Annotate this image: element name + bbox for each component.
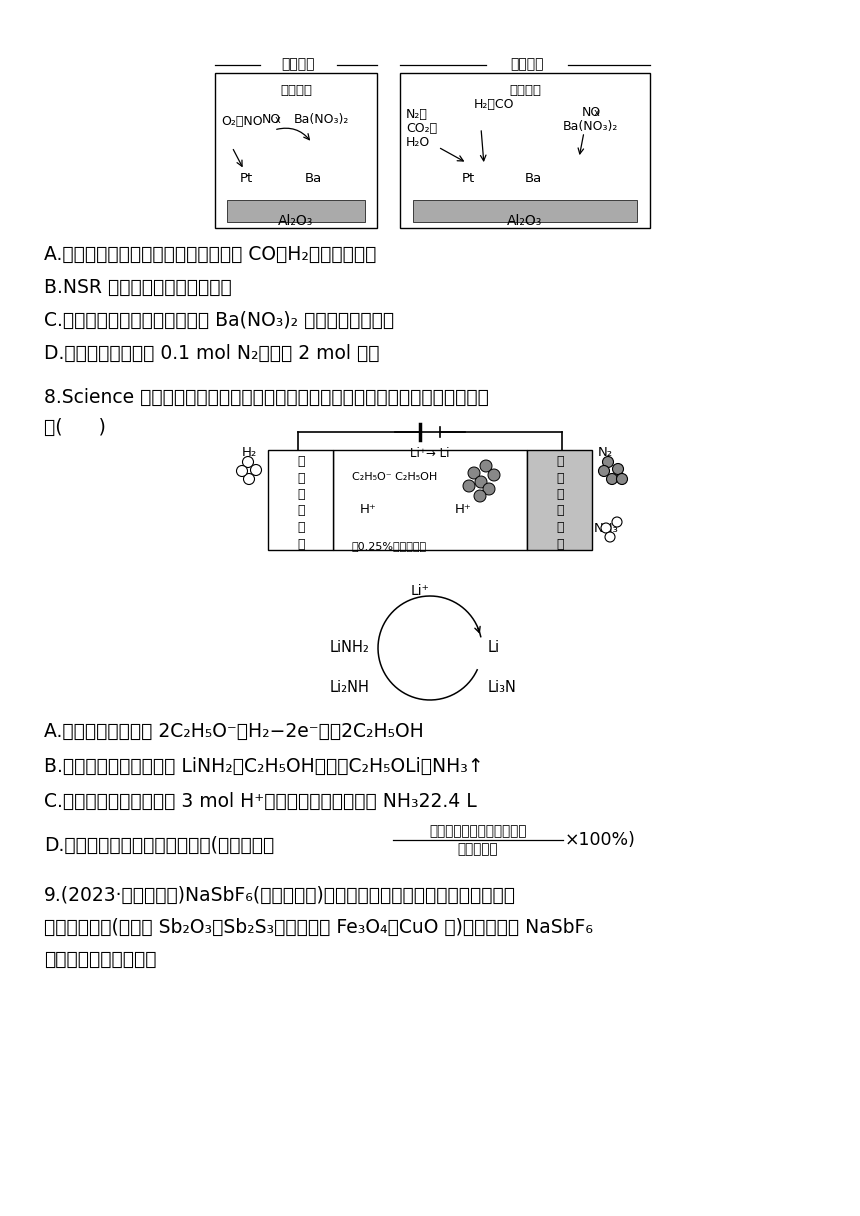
Circle shape xyxy=(599,466,610,477)
Bar xyxy=(268,450,333,550)
Text: x: x xyxy=(594,108,599,118)
Text: Al₂O₃: Al₂O₃ xyxy=(279,214,314,229)
Circle shape xyxy=(605,533,615,542)
Text: 是(      ): 是( ) xyxy=(44,418,106,437)
Circle shape xyxy=(463,480,475,492)
Text: 气
体
扩
散
电
极: 气 体 扩 散 电 极 xyxy=(298,455,304,551)
Text: NH₃: NH₃ xyxy=(594,522,619,535)
Text: H₂、CO: H₂、CO xyxy=(474,98,514,111)
Bar xyxy=(413,199,637,223)
Circle shape xyxy=(612,517,622,527)
Text: Li: Li xyxy=(488,640,501,655)
Text: 生成目标产物消耗的电子数: 生成目标产物消耗的电子数 xyxy=(429,824,526,838)
Text: Ba(NO₃)₂: Ba(NO₃)₂ xyxy=(294,113,349,126)
Text: C₂H₅O⁻ C₂H₅OH: C₂H₅O⁻ C₂H₅OH xyxy=(352,472,437,482)
Bar xyxy=(400,73,650,229)
Text: 还原阶段: 还原阶段 xyxy=(510,57,544,71)
Text: N₂、: N₂、 xyxy=(406,108,428,122)
Text: D.乙醇浓度越高，电流效率越高(电流效率＝: D.乙醇浓度越高，电流效率越高(电流效率＝ xyxy=(44,837,274,855)
Text: Li⁺→ Li: Li⁺→ Li xyxy=(410,447,450,460)
Text: 8.Science 报道某电合成氨装置及阴极区含锂微粒转化过程如图。下列说法错误的: 8.Science 报道某电合成氨装置及阴极区含锂微粒转化过程如图。下列说法错误… xyxy=(44,388,488,407)
Circle shape xyxy=(617,473,628,484)
Text: Ba: Ba xyxy=(525,171,543,185)
Text: LiNH₂: LiNH₂ xyxy=(330,640,370,655)
Text: 贫氧条件: 贫氧条件 xyxy=(509,84,541,97)
Circle shape xyxy=(488,469,500,482)
Text: CO₂、: CO₂、 xyxy=(406,122,437,135)
Text: Ba: Ba xyxy=(305,171,322,185)
Circle shape xyxy=(237,466,248,477)
Text: O₂、NO: O₂、NO xyxy=(221,116,262,128)
Circle shape xyxy=(606,473,617,484)
Text: C.理论上，若电解液传导 3 mol H⁺，最多生成标准状况下 NH₃22.4 L: C.理论上，若电解液传导 3 mol H⁺，最多生成标准状况下 NH₃22.4 … xyxy=(44,792,476,811)
Text: H₂: H₂ xyxy=(242,446,257,458)
Bar xyxy=(527,450,592,550)
Text: 存储阶段: 存储阶段 xyxy=(281,57,315,71)
Text: B.阴极区生成氨的反应为 LiNH₂＋C₂H₅OH＝＝＝C₂H₅OLi＋NH₃↑: B.阴极区生成氨的反应为 LiNH₂＋C₂H₅OH＝＝＝C₂H₅OLi＋NH₃↑ xyxy=(44,758,483,776)
Bar xyxy=(215,73,377,229)
Text: 转移电子数: 转移电子数 xyxy=(458,841,498,856)
Text: B.NSR 系统中的只有一种快化剂: B.NSR 系统中的只有一种快化剂 xyxy=(44,278,231,297)
Circle shape xyxy=(474,490,486,502)
Text: x: x xyxy=(275,116,280,125)
Text: 的工艺流程如图所示。: 的工艺流程如图所示。 xyxy=(44,950,157,969)
Text: Li⁺: Li⁺ xyxy=(410,584,429,598)
Text: Al₂O₃: Al₂O₃ xyxy=(507,214,543,229)
Text: C.存储阶段，氮元素被氧化，以 Ba(NO₃)₂ 的形式被存储起来: C.存储阶段，氮元素被氧化，以 Ba(NO₃)₂ 的形式被存储起来 xyxy=(44,311,394,330)
Text: 富氧条件: 富氧条件 xyxy=(280,84,312,97)
Text: Li₃N: Li₃N xyxy=(488,680,517,696)
Circle shape xyxy=(603,456,613,467)
Text: 发一种以锄矿(主要含 Sb₂O₃、Sb₂S₃，还含少量 Fe₃O₄、CuO 等)为原料制备 NaSbF₆: 发一种以锄矿(主要含 Sb₂O₃、Sb₂S₃，还含少量 Fe₃O₄、CuO 等)… xyxy=(44,918,593,938)
Bar xyxy=(333,450,527,550)
Bar xyxy=(227,199,365,223)
Text: 9.(2023·广东大联考)NaSbF₆(六氟锄酸鈢)是光化学反应的快化剂。我国科学家开: 9.(2023·广东大联考)NaSbF₆(六氟锄酸鈢)是光化学反应的快化剂。我国… xyxy=(44,886,516,905)
Circle shape xyxy=(243,456,254,467)
Text: H⁺: H⁺ xyxy=(360,503,377,516)
Text: 气
体
扩
散
电
极: 气 体 扩 散 电 极 xyxy=(556,455,564,551)
Circle shape xyxy=(601,523,611,533)
Circle shape xyxy=(250,465,261,475)
Text: H⁺: H⁺ xyxy=(455,503,472,516)
Circle shape xyxy=(483,483,495,495)
Text: A.阳极电极反应式为 2C₂H₅O⁻＋H₂−2e⁻＝＝2C₂H₅OH: A.阳极电极反应式为 2C₂H₅O⁻＋H₂−2e⁻＝＝2C₂H₅OH xyxy=(44,722,424,741)
Text: N₂: N₂ xyxy=(598,446,613,458)
Text: NO: NO xyxy=(582,106,601,119)
Circle shape xyxy=(475,475,487,488)
Text: Pt: Pt xyxy=(462,171,476,185)
Circle shape xyxy=(480,460,492,472)
Text: A.在富氧氛围下噴入少量燃油可以生成 CO、H₂等还原性尾气: A.在富氧氛围下噴入少量燃油可以生成 CO、H₂等还原性尾气 xyxy=(44,244,377,264)
Text: H₂O: H₂O xyxy=(406,136,430,150)
Text: Ba(NO₃)₂: Ba(NO₃)₂ xyxy=(563,120,618,133)
Text: NO: NO xyxy=(262,113,281,126)
Circle shape xyxy=(468,467,480,479)
Text: 含0.25%乙醇电解液: 含0.25%乙醇电解液 xyxy=(352,541,427,551)
Text: Pt: Pt xyxy=(240,171,253,185)
Circle shape xyxy=(243,473,255,484)
Circle shape xyxy=(612,463,624,474)
Text: Li₂NH: Li₂NH xyxy=(330,680,370,696)
Text: D.还原阶段，每生成 0.1 mol N₂，转移 2 mol 电子: D.还原阶段，每生成 0.1 mol N₂，转移 2 mol 电子 xyxy=(44,344,379,364)
Text: ×100%): ×100%) xyxy=(565,831,636,849)
